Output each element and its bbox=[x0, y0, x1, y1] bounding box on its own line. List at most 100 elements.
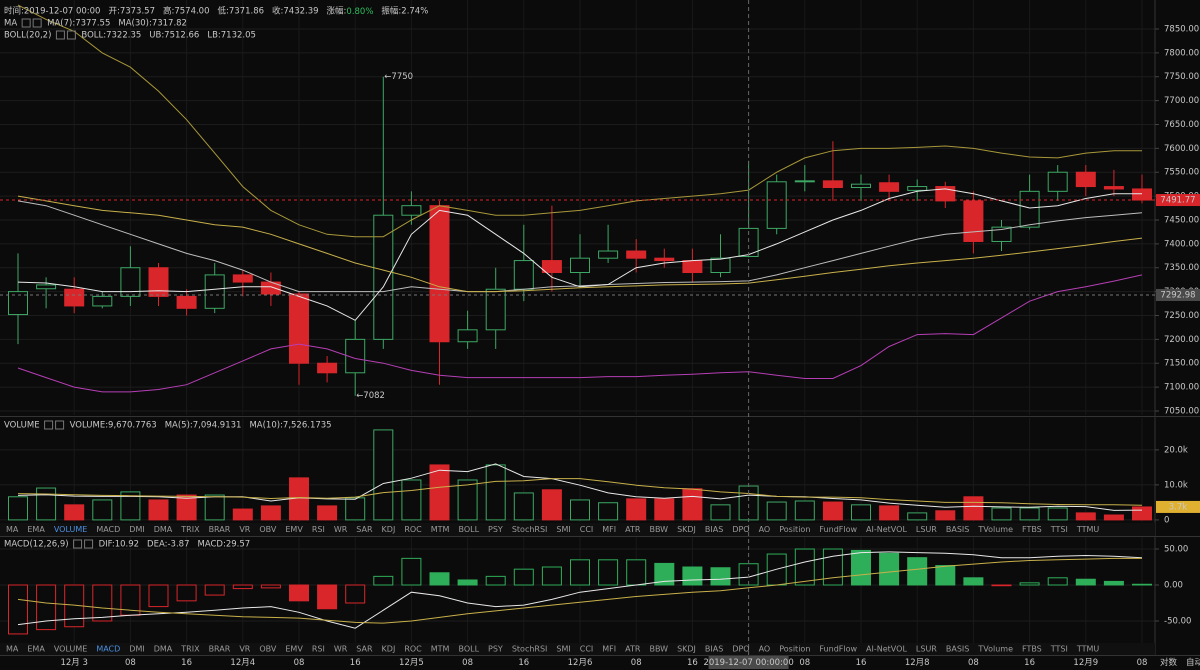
indicator-tab[interactable]: LSUR bbox=[916, 645, 937, 654]
volume-bar bbox=[598, 502, 619, 521]
indicator-tab[interactable]: AI-NetVOL bbox=[866, 525, 907, 534]
scale-button[interactable]: 对数 bbox=[1160, 657, 1178, 668]
indicator-tab[interactable]: BIAS bbox=[705, 645, 723, 654]
indicator-tab[interactable]: RSI bbox=[312, 645, 325, 654]
macd-bar bbox=[8, 584, 28, 635]
indicator-tab[interactable]: DMI bbox=[129, 645, 144, 654]
y-tick-label: 7700.00 bbox=[1164, 96, 1199, 106]
indicator-tab[interactable]: BRAR bbox=[209, 645, 231, 654]
indicator-tab[interactable]: FundFlow bbox=[819, 645, 857, 654]
indicator-tab[interactable]: TVolume bbox=[977, 645, 1013, 654]
indicator-tab[interactable]: BRAR bbox=[209, 525, 231, 534]
indicator-tab[interactable]: CCI bbox=[580, 525, 594, 534]
indicator-tab[interactable]: MTM bbox=[431, 525, 450, 534]
indicator-tab[interactable]: FundFlow bbox=[819, 525, 857, 534]
indicator-tab[interactable]: OBV bbox=[259, 645, 277, 654]
indicator-tab[interactable]: DPO bbox=[732, 525, 749, 534]
legend-icon[interactable] bbox=[66, 30, 76, 40]
indicator-tab[interactable]: ATR bbox=[625, 645, 641, 654]
legend-text: 收:7432.39 bbox=[272, 6, 319, 17]
indicator-tab[interactable]: MA bbox=[6, 525, 19, 534]
indicator-tab[interactable]: TTSI bbox=[1050, 525, 1068, 534]
indicator-tab[interactable]: MFI bbox=[602, 525, 616, 534]
indicator-tab[interactable]: EMA bbox=[27, 645, 45, 654]
indicator-tab[interactable]: SMI bbox=[556, 645, 570, 654]
indicator-tab[interactable]: TTSI bbox=[1050, 645, 1068, 654]
legend-text: 低:7371.86 bbox=[218, 6, 265, 17]
macd-bar bbox=[1019, 582, 1040, 586]
indicator-tab[interactable]: KDJ bbox=[382, 645, 396, 654]
indicator-tab[interactable]: Position bbox=[779, 645, 810, 654]
indicator-tab[interactable]: Position bbox=[779, 525, 810, 534]
indicator-tab[interactable]: TRIX bbox=[180, 525, 200, 534]
indicator-tab[interactable]: FTBS bbox=[1022, 645, 1042, 654]
indicator-tab[interactable]: PSY bbox=[488, 525, 503, 534]
indicator-tab[interactable]: VR bbox=[239, 645, 250, 654]
indicator-tab[interactable]: AO bbox=[759, 645, 771, 654]
indicator-tab[interactable]: SAR bbox=[356, 525, 373, 534]
x-tick-label: 08 bbox=[125, 658, 136, 668]
indicator-tab[interactable]: StochRSI bbox=[512, 645, 548, 654]
indicator-tab[interactable]: ROC bbox=[404, 525, 422, 534]
indicator-tab[interactable]: BIAS bbox=[705, 525, 723, 534]
legend-icon[interactable] bbox=[55, 420, 65, 430]
indicator-tab[interactable]: DMA bbox=[154, 525, 173, 534]
indicator-tab[interactable]: LSUR bbox=[916, 525, 937, 534]
indicator-tab[interactable]: EMV bbox=[285, 645, 303, 654]
indicator-tab[interactable]: BASIS bbox=[946, 525, 969, 534]
legend-icon[interactable] bbox=[21, 18, 31, 28]
indicator-tab[interactable]: AO bbox=[759, 525, 771, 534]
indicator-tab[interactable]: KDJ bbox=[382, 525, 396, 534]
indicator-tab[interactable]: TTMU bbox=[1076, 645, 1100, 654]
macd-bar bbox=[1132, 583, 1152, 586]
indicator-tab[interactable]: VOLUME bbox=[54, 525, 88, 534]
indicator-tab[interactable]: EMA bbox=[27, 525, 45, 534]
indicator-tab[interactable]: MACD bbox=[96, 645, 120, 654]
indicator-tab[interactable]: SAR bbox=[356, 645, 373, 654]
indicator-tab[interactable]: MACD bbox=[96, 525, 120, 534]
indicator-tab[interactable]: DMA bbox=[154, 645, 173, 654]
legend-icon[interactable] bbox=[55, 30, 65, 40]
indicator-tab[interactable]: BBW bbox=[649, 645, 668, 654]
indicator-tab[interactable]: MFI bbox=[602, 645, 616, 654]
indicator-tab[interactable]: DMI bbox=[129, 525, 144, 534]
indicator-tab[interactable]: BOLL bbox=[458, 525, 479, 534]
indicator-tab[interactable]: TVolume bbox=[977, 525, 1013, 534]
indicator-tab[interactable]: TRIX bbox=[180, 645, 200, 654]
candle-body bbox=[401, 205, 422, 216]
indicator-tab[interactable]: PSY bbox=[488, 645, 503, 654]
indicator-tab[interactable]: CCI bbox=[580, 645, 594, 654]
indicator-tab[interactable]: AI-NetVOL bbox=[866, 645, 907, 654]
candle-body bbox=[879, 182, 900, 192]
legend-icon[interactable] bbox=[73, 539, 83, 549]
indicator-tab[interactable]: EMV bbox=[285, 525, 303, 534]
indicator-tab[interactable]: TTMU bbox=[1076, 525, 1100, 534]
scale-button[interactable]: 自动 bbox=[1186, 657, 1200, 668]
indicator-tab[interactable]: SMI bbox=[556, 525, 570, 534]
indicator-tab[interactable]: WR bbox=[334, 645, 348, 654]
candle-body bbox=[485, 288, 506, 331]
indicator-tab[interactable]: BBW bbox=[649, 525, 668, 534]
indicator-tab[interactable]: OBV bbox=[259, 525, 277, 534]
indicator-tab[interactable]: ATR bbox=[625, 525, 641, 534]
volume-bar bbox=[148, 499, 169, 521]
legend-icon[interactable] bbox=[32, 18, 42, 28]
indicator-tab[interactable]: VOLUME bbox=[54, 645, 88, 654]
indicator-tab[interactable]: BOLL bbox=[458, 645, 479, 654]
indicator-tab[interactable]: ROC bbox=[404, 645, 422, 654]
indicator-tab[interactable]: BASIS bbox=[946, 645, 969, 654]
indicator-tab[interactable]: DPO bbox=[732, 645, 749, 654]
legend-text: BOLL:7322.35 bbox=[81, 31, 141, 41]
indicator-tab[interactable]: FTBS bbox=[1022, 525, 1042, 534]
indicator-tab[interactable]: MA bbox=[6, 645, 19, 654]
indicator-tab[interactable]: WR bbox=[334, 525, 348, 534]
indicator-line bbox=[17, 478, 1143, 506]
indicator-tab[interactable]: MTM bbox=[431, 645, 450, 654]
indicator-tab[interactable]: StochRSI bbox=[512, 525, 548, 534]
legend-icon[interactable] bbox=[84, 539, 94, 549]
indicator-tab[interactable]: RSI bbox=[312, 525, 325, 534]
indicator-tab[interactable]: VR bbox=[239, 525, 250, 534]
indicator-tab[interactable]: SKDJ bbox=[677, 645, 696, 654]
legend-icon[interactable] bbox=[44, 420, 54, 430]
indicator-tab[interactable]: SKDJ bbox=[677, 525, 696, 534]
